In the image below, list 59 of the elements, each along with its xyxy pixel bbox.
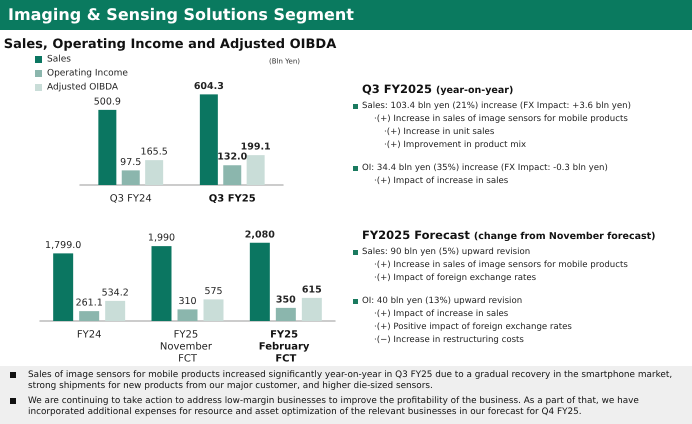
bar <box>250 242 270 321</box>
text: ·(+) Impact of increase in sales <box>374 309 508 319</box>
data-label: 1,990 <box>148 232 176 244</box>
bar <box>302 298 322 321</box>
bar <box>145 160 164 185</box>
text: FY2025 Forecast <box>362 228 470 242</box>
data-label: 2,080 <box>244 229 276 240</box>
text: ·(+) Positive impact of foreign exchange rates <box>374 322 572 332</box>
text: (year-on-year) <box>436 85 514 96</box>
data-label: 534.2 <box>102 287 129 298</box>
bar <box>178 309 198 321</box>
x-tick-label: FY25 November FCT <box>160 330 216 364</box>
text: ·(+) Impact of increase in sales <box>374 176 508 186</box>
x-tick-label: FY24 <box>76 330 102 340</box>
text: ·(+) Increase in sales of image sensors for mobile products <box>374 114 628 124</box>
data-label: 604.3 <box>194 80 224 92</box>
bar <box>223 165 242 185</box>
legend-label: Sales <box>47 54 72 64</box>
data-label: 575 <box>204 286 223 297</box>
chart-title: Sales, Operating Income and Adjusted OIBDA <box>4 37 336 52</box>
legend-label: Adjusted OIBDA <box>47 82 119 92</box>
data-label: 165.5 <box>140 146 168 158</box>
text: Imaging & Sensing Solutions Segment <box>0 0 692 30</box>
text: ·(+) Increase in sales of image sensors for mobile products <box>374 260 628 270</box>
data-label: 350 <box>276 294 296 306</box>
x-tick-label: Q3 FY24 <box>110 194 152 204</box>
legend-label: Operating Income <box>47 68 128 78</box>
text: (change from November forecast) <box>474 231 656 242</box>
text: ·(−) Increase in restructuring costs <box>374 335 524 345</box>
bar <box>204 299 224 321</box>
bar <box>246 155 265 185</box>
data-label: 615 <box>302 284 322 296</box>
bar <box>105 300 126 321</box>
text: Sales: 90 bln yen (5%) upward revision <box>362 247 530 257</box>
text: We are continuing to take action to address low-margin businesses to improve the profitability of the business. As a part of that, we have incorporated additional expenses for resource and asset optimization of the relevant businesses in our forecast for Q4 FY25. <box>28 396 639 417</box>
data-label: 310 <box>178 296 197 307</box>
text: OI: 34.4 bln yen (35%) increase (FX Impact: -0.3 bln yen) <box>362 163 608 173</box>
data-label: 1,799.0 <box>45 240 82 251</box>
bar <box>152 246 172 321</box>
data-label: 261.1 <box>76 298 103 309</box>
bar <box>276 308 296 321</box>
text: ·(+) Impact of foreign exchange rates <box>374 273 536 283</box>
data-label: 97.5 <box>120 156 142 168</box>
bar <box>122 170 140 185</box>
data-label: 132.0 <box>217 152 248 163</box>
x-tick-label: FY25 February FCT <box>258 330 313 364</box>
text: Sales: 103.4 bln yen (21%) increase (FX Impact: +3.6 bln yen) <box>362 101 631 111</box>
bar <box>98 110 116 185</box>
data-label: 199.1 <box>240 142 271 153</box>
text: Q3 FY2025 <box>362 82 432 96</box>
bar <box>200 94 218 185</box>
data-label: 500.9 <box>94 96 121 108</box>
x-tick-label: Q3 FY25 <box>208 194 256 204</box>
text: ·(+) Increase in unit sales <box>384 127 494 137</box>
bar <box>79 311 100 321</box>
bar <box>53 253 74 321</box>
text: Sales of image sensors for mobile products increased significantly year-on-year in Q3 FY25 due to a gradual recovery in the smartphone market, strong shipments for new products from our major customer, and higher die-sized sensors. <box>28 370 672 391</box>
text: ·(+) Improvement in product mix <box>384 140 526 150</box>
text: OI: 40 bln yen (13%) upward revision <box>362 296 522 306</box>
